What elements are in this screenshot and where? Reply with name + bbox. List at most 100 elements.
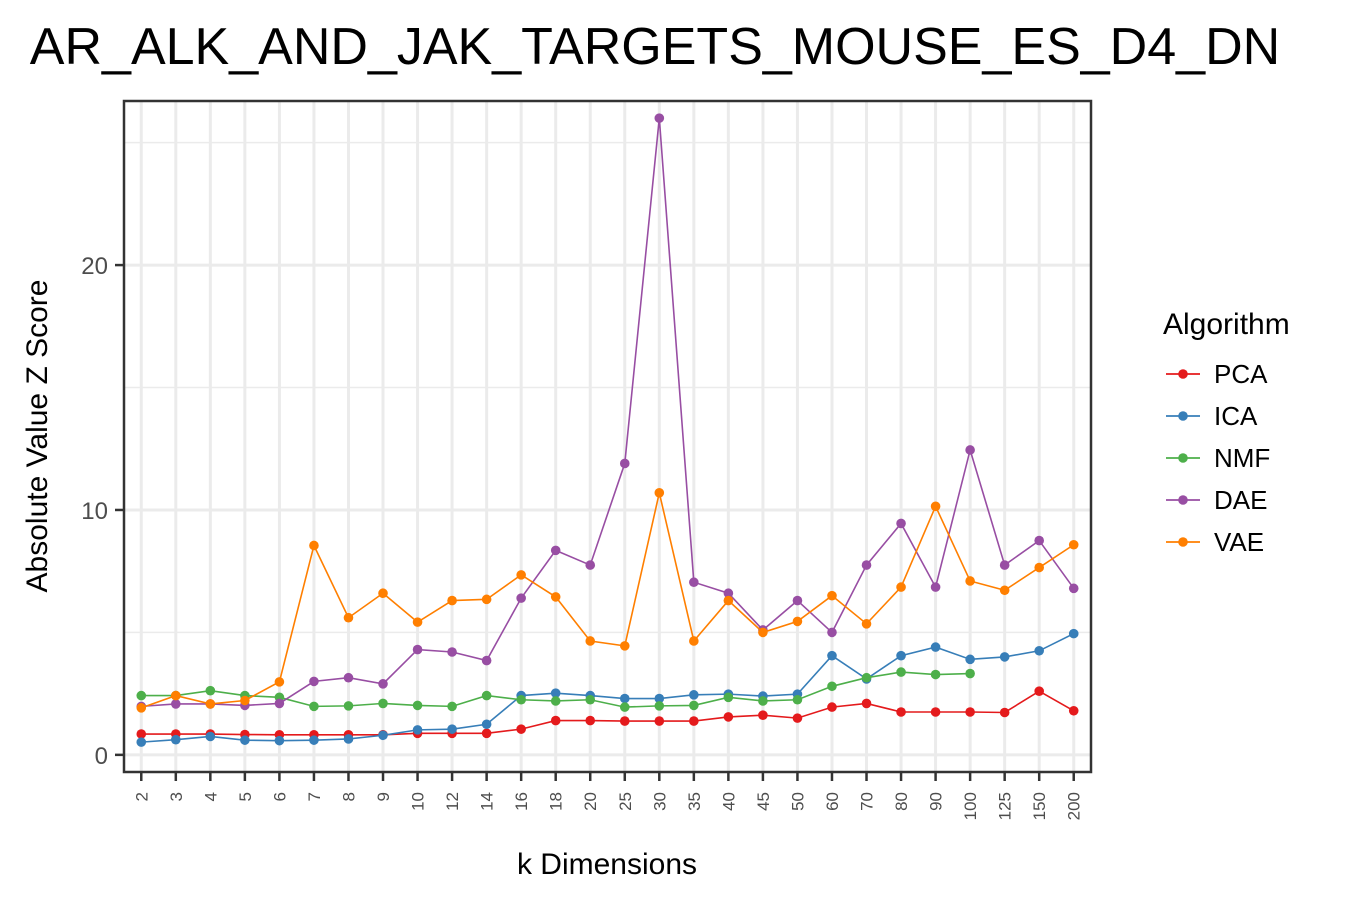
- x-tick-label: 14: [478, 792, 497, 811]
- data-point-vae: [723, 595, 734, 606]
- data-point-dae: [412, 644, 423, 655]
- data-point-vae: [309, 540, 319, 551]
- data-point-vae: [792, 616, 803, 627]
- data-point-vae: [965, 576, 975, 586]
- data-point-dae: [1034, 535, 1044, 546]
- x-tick-label: 16: [512, 792, 531, 811]
- data-point-vae: [758, 627, 768, 638]
- y-axis: 0 10 20: [81, 253, 124, 770]
- data-point-pca: [965, 707, 975, 717]
- data-point-ica: [965, 654, 975, 665]
- data-point-vae: [136, 703, 147, 713]
- data-point-dae: [585, 560, 596, 570]
- x-tick-label: 90: [927, 792, 946, 811]
- data-point-vae: [481, 594, 492, 605]
- data-point-nmf: [205, 685, 216, 696]
- legend-entry-dae: DAE: [1166, 485, 1267, 515]
- data-point-dae: [309, 676, 319, 687]
- data-point-ica: [378, 730, 388, 741]
- series-line-dae: [141, 118, 1075, 708]
- x-tick-label: 9: [374, 792, 393, 801]
- data-point-ica: [309, 735, 319, 745]
- plot-border: [122, 99, 1093, 774]
- x-tick-label: 6: [270, 792, 289, 801]
- data-point-dae: [343, 672, 354, 683]
- data-point-dae: [550, 545, 561, 556]
- data-point-nmf: [930, 669, 941, 680]
- data-point-nmf: [447, 701, 457, 712]
- data-point-ica: [654, 693, 665, 704]
- series-vae: [136, 488, 1079, 713]
- legend-entry-nmf: NMF: [1166, 443, 1270, 473]
- data-point-dae: [930, 582, 941, 592]
- data-point-pca: [792, 713, 803, 723]
- data-point-dae: [723, 588, 734, 599]
- x-tick-label: 25: [616, 792, 635, 811]
- data-point-vae: [447, 595, 457, 606]
- data-point-pca: [550, 715, 561, 726]
- legend-entry-pca: PCA: [1166, 359, 1268, 389]
- data-point-vae: [585, 636, 596, 646]
- data-point-nmf: [965, 668, 975, 679]
- x-tick-label: 200: [1065, 792, 1084, 820]
- x-tick-label: 60: [823, 792, 842, 811]
- data-point-ica: [481, 719, 492, 730]
- data-point-ica: [930, 642, 941, 652]
- legend-label: DAE: [1214, 485, 1267, 515]
- data-point-ica: [689, 690, 699, 700]
- y-tick-label: 10: [81, 498, 108, 525]
- x-tick-label: 5: [236, 792, 255, 801]
- series-line-ica: [141, 632, 1075, 743]
- x-tick-label: 18: [547, 792, 566, 811]
- plot-area: [122, 99, 1093, 774]
- legend-key-point: [1178, 537, 1188, 547]
- data-point-ica: [136, 737, 147, 747]
- data-point-dae: [516, 593, 526, 603]
- data-point-nmf: [481, 690, 492, 701]
- data-point-dae: [689, 577, 699, 588]
- data-point-ica: [447, 724, 457, 734]
- series-group: [136, 113, 1079, 747]
- legend-label: NMF: [1214, 443, 1270, 473]
- x-tick-label: 50: [788, 792, 807, 811]
- data-point-pca: [723, 712, 734, 722]
- data-point-pca: [619, 716, 630, 726]
- data-point-pca: [585, 715, 596, 726]
- data-point-vae: [171, 690, 181, 701]
- x-tick-label: 8: [339, 792, 358, 801]
- legend-title: Algorithm: [1163, 308, 1290, 341]
- data-point-vae: [896, 582, 906, 592]
- data-point-nmf: [861, 672, 872, 683]
- data-point-vae: [689, 636, 699, 646]
- x-tick-label: 7: [305, 792, 324, 801]
- series-line-pca: [141, 690, 1075, 736]
- x-tick-label: 10: [409, 792, 428, 811]
- data-point-ica: [1068, 628, 1079, 639]
- data-point-dae: [1068, 583, 1079, 594]
- chart-title: AR_ALK_AND_JAK_TARGETS_MOUSE_ES_D4_DN: [30, 18, 1280, 76]
- data-point-vae: [343, 612, 354, 623]
- legend-key-point: [1178, 411, 1188, 421]
- legend-entry-vae: VAE: [1166, 527, 1264, 557]
- data-point-ica: [1034, 645, 1044, 656]
- data-point-nmf: [309, 701, 319, 712]
- data-point-ica: [999, 652, 1010, 662]
- data-point-nmf: [619, 702, 630, 712]
- x-tick-label: 150: [1030, 792, 1049, 820]
- data-point-ica: [412, 725, 423, 735]
- data-point-nmf: [585, 694, 596, 705]
- data-point-pca: [896, 707, 906, 717]
- data-point-dae: [481, 655, 492, 666]
- data-point-vae: [412, 617, 423, 627]
- data-point-pca: [516, 724, 526, 734]
- data-point-vae: [240, 695, 250, 706]
- data-point-vae: [550, 592, 561, 602]
- data-point-ica: [343, 734, 354, 744]
- data-point-nmf: [412, 700, 423, 711]
- data-point-nmf: [654, 701, 665, 711]
- data-point-nmf: [792, 694, 803, 705]
- data-point-nmf: [550, 696, 561, 706]
- x-axis: 2 3 4 5 6 7 8 9 10 12 14 16 18 20 25 30 35 40 45 50 60 70 80 90…: [132, 772, 1084, 820]
- data-point-vae: [619, 641, 630, 651]
- data-point-pca: [1068, 705, 1079, 716]
